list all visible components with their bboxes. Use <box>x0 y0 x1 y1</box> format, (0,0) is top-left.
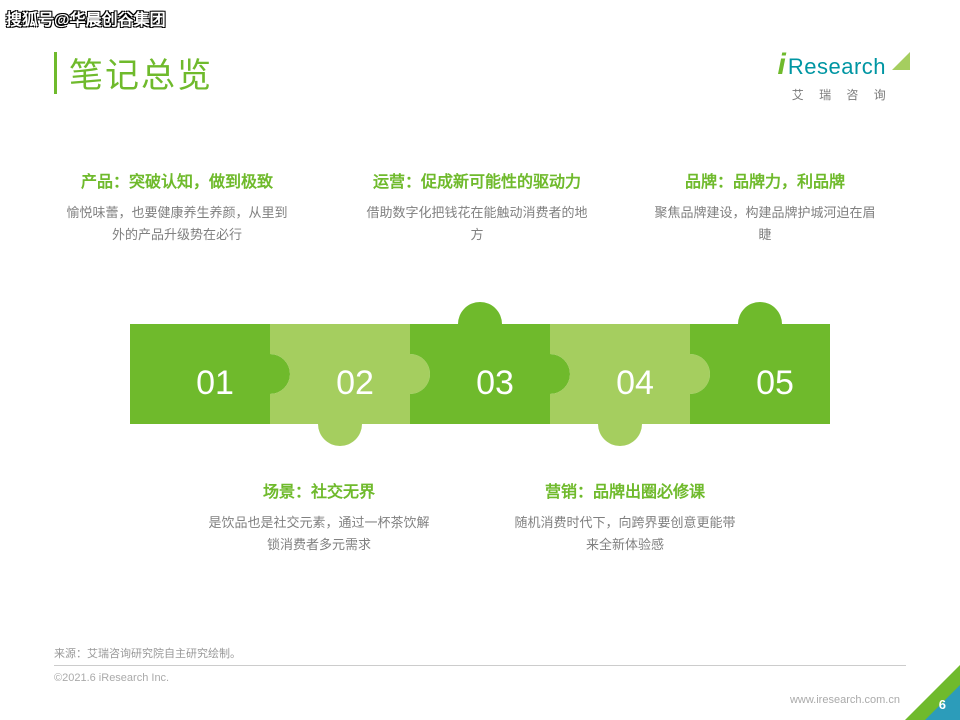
page-title: 笔记总览 <box>69 48 213 97</box>
logo-triangle-icon <box>892 52 910 70</box>
item-title: 场景：社交无界 <box>204 478 434 502</box>
puzzle-diagram: 01 02 03 04 05 <box>100 282 860 487</box>
puzzle-num: 05 <box>756 364 794 402</box>
puzzle-num: 04 <box>616 364 654 402</box>
item-title: 品牌：品牌力，利品牌 <box>650 168 880 192</box>
iresearch-logo: i Research 艾 瑞 咨 询 <box>778 48 907 103</box>
watermark: 搜狐号@华晨创谷集团 <box>6 6 166 30</box>
puzzle-piece-02: 02 <box>270 324 430 446</box>
item-01: 产品：突破认知，做到极致 愉悦味蕾，也要健康养生养颜，从里到外的产品升级势在必行 <box>62 168 292 246</box>
item-desc: 随机消费时代下，向跨界要创意更能带来全新体验感 <box>510 512 740 556</box>
item-desc: 愉悦味蕾，也要健康养生养颜，从里到外的产品升级势在必行 <box>62 202 292 246</box>
puzzle-num: 02 <box>336 364 374 402</box>
title-wrap: 笔记总览 <box>54 48 213 97</box>
puzzle-piece-03: 03 <box>410 302 570 424</box>
page-corner-icon <box>905 665 960 720</box>
item-title: 运营：促成新可能性的驱动力 <box>362 168 592 192</box>
copyright: ©2021.6 iResearch Inc. <box>54 672 906 684</box>
site-url: www.iresearch.com.cn <box>790 694 900 706</box>
puzzle-piece-04: 04 <box>550 324 710 446</box>
puzzle-svg: 01 02 03 04 05 <box>100 282 860 482</box>
footer: 来源：艾瑞咨询研究院自主研究绘制。 ©2021.6 iResearch Inc. <box>54 645 906 684</box>
page-number: 6 <box>939 697 946 712</box>
item-02: 场景：社交无界 是饮品也是社交元素，通过一杯茶饮解锁消费者多元需求 <box>204 478 434 556</box>
logo-i: i <box>778 48 786 82</box>
logo-text: Research <box>788 54 886 80</box>
item-title: 产品：突破认知，做到极致 <box>62 168 292 192</box>
item-desc: 聚焦品牌建设，构建品牌护城河迫在眉睫 <box>650 202 880 246</box>
puzzle-piece-01: 01 <box>130 324 290 424</box>
puzzle-num: 03 <box>476 364 514 402</box>
item-05: 品牌：品牌力，利品牌 聚焦品牌建设，构建品牌护城河迫在眉睫 <box>650 168 880 246</box>
puzzle-piece-05: 05 <box>690 302 830 424</box>
puzzle-num: 01 <box>196 364 234 402</box>
header: 笔记总览 i Research 艾 瑞 咨 询 <box>54 48 906 103</box>
logo-cn: 艾 瑞 咨 询 <box>792 86 892 103</box>
item-03: 运营：促成新可能性的驱动力 借助数字化把钱花在能触动消费者的地方 <box>362 168 592 246</box>
item-title: 营销：品牌出圈必修课 <box>510 478 740 502</box>
item-desc: 是饮品也是社交元素，通过一杯茶饮解锁消费者多元需求 <box>204 512 434 556</box>
item-04: 营销：品牌出圈必修课 随机消费时代下，向跨界要创意更能带来全新体验感 <box>510 478 740 556</box>
item-desc: 借助数字化把钱花在能触动消费者的地方 <box>362 202 592 246</box>
title-accent-bar <box>54 52 57 94</box>
source-footnote: 来源：艾瑞咨询研究院自主研究绘制。 <box>54 645 906 666</box>
